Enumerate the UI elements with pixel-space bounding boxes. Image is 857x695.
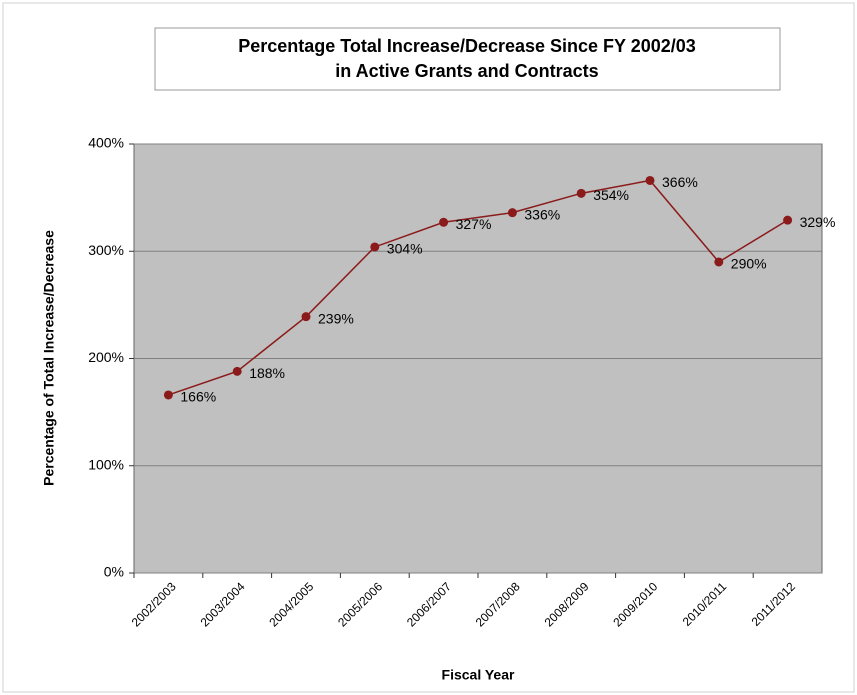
data-line bbox=[168, 179, 788, 396]
data-point bbox=[714, 257, 724, 267]
data-label: 239% bbox=[318, 310, 354, 326]
y-axis-title: Percentage of Total Increase/Decrease bbox=[41, 230, 57, 486]
data-label: 329% bbox=[800, 214, 836, 230]
data-label: 366% bbox=[662, 174, 698, 190]
data-label: 188% bbox=[249, 365, 285, 381]
y-tick-label: 300% bbox=[88, 242, 124, 258]
data-point bbox=[507, 208, 517, 218]
data-point bbox=[439, 217, 449, 227]
title-box bbox=[154, 27, 781, 91]
data-point bbox=[301, 312, 311, 322]
data-point bbox=[163, 390, 173, 400]
data-label: 166% bbox=[180, 389, 216, 405]
x-axis-title: Fiscal Year bbox=[442, 667, 515, 683]
data-label: 327% bbox=[456, 216, 492, 232]
y-tick-label: 0% bbox=[104, 564, 124, 580]
data-label: 336% bbox=[524, 206, 560, 222]
data-label: 354% bbox=[593, 187, 629, 203]
data-point bbox=[232, 366, 242, 376]
data-label: 290% bbox=[731, 256, 767, 272]
y-tick-label: 200% bbox=[88, 349, 124, 365]
data-point bbox=[645, 175, 655, 185]
data-label: 304% bbox=[387, 241, 423, 257]
chart-title: in Active Grants and Contracts bbox=[335, 61, 598, 81]
y-tick-label: 400% bbox=[88, 135, 124, 151]
y-tick-label: 100% bbox=[88, 456, 124, 472]
data-point bbox=[783, 215, 793, 225]
chart-title: Percentage Total Increase/Decrease Since… bbox=[238, 36, 696, 56]
data-point bbox=[370, 242, 380, 252]
data-point bbox=[576, 188, 586, 198]
